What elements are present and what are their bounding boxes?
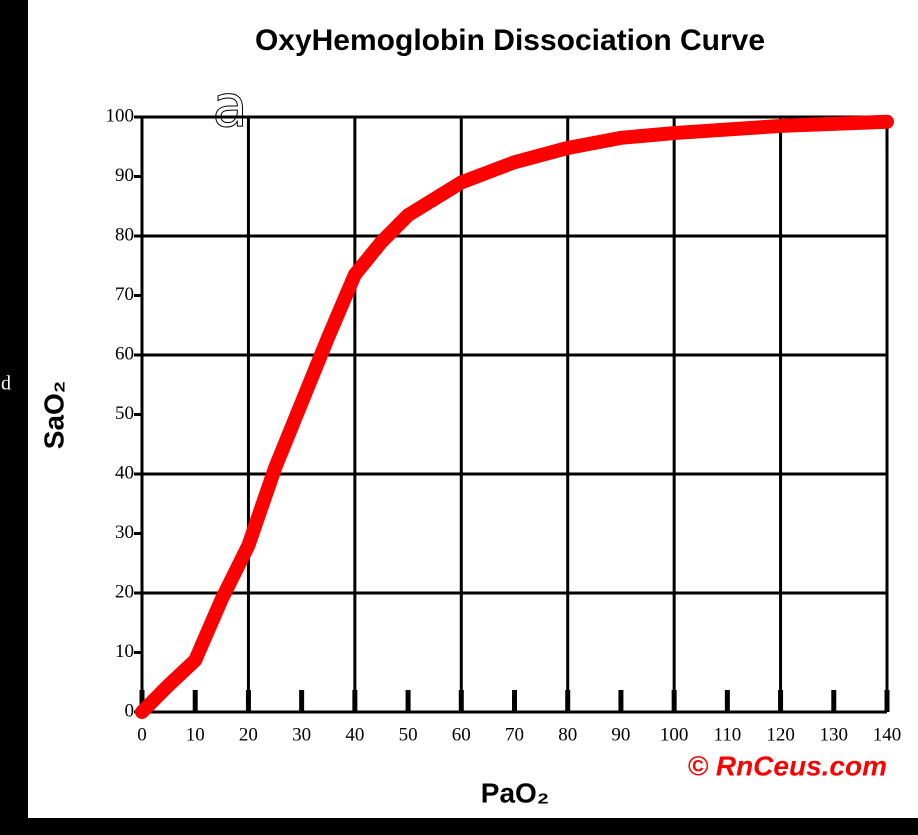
y-tick-label: 30 <box>115 522 134 543</box>
y-axis-label: SaO₂ <box>38 381 69 449</box>
chart-title: OxyHemoglobin Dissociation Curve <box>255 24 765 57</box>
y-tick-label: 20 <box>115 581 134 602</box>
x-tick-label: 30 <box>292 724 311 745</box>
x-tick-label: 50 <box>399 724 418 745</box>
x-tick-label: 20 <box>239 724 258 745</box>
y-tick-label: 90 <box>115 165 134 186</box>
y-tick-label: 80 <box>115 224 134 245</box>
y-tick-label: 50 <box>115 403 134 424</box>
x-tick-label: 110 <box>713 724 741 745</box>
y-tick-label: 10 <box>115 641 134 662</box>
x-tick-label: 10 <box>186 724 205 745</box>
x-axis-label: PaO₂ <box>481 777 549 808</box>
credit: © RnCeus.com <box>687 750 887 781</box>
y-tick-label: 40 <box>115 462 134 483</box>
x-tick-label: 80 <box>558 724 577 745</box>
fragment: d <box>1 373 11 395</box>
y-tick-label: 60 <box>115 343 134 364</box>
x-tick-label: 70 <box>505 724 524 745</box>
x-tick-label: 120 <box>766 724 795 745</box>
y-tick-label: 100 <box>106 105 135 126</box>
x-tick-label: 130 <box>820 724 849 745</box>
x-tick-label: 140 <box>873 724 902 745</box>
x-tick-label: 60 <box>452 724 471 745</box>
curve <box>135 114 894 719</box>
x-tick-label: 90 <box>611 724 630 745</box>
x-tick-label: 40 <box>345 724 364 745</box>
y-tick-label: 70 <box>115 284 134 305</box>
fragment: a <box>212 72 248 140</box>
x-tick-label: 0 <box>137 724 147 745</box>
y-tick-label: 0 <box>125 700 135 721</box>
x-tick-label: 100 <box>660 724 689 745</box>
